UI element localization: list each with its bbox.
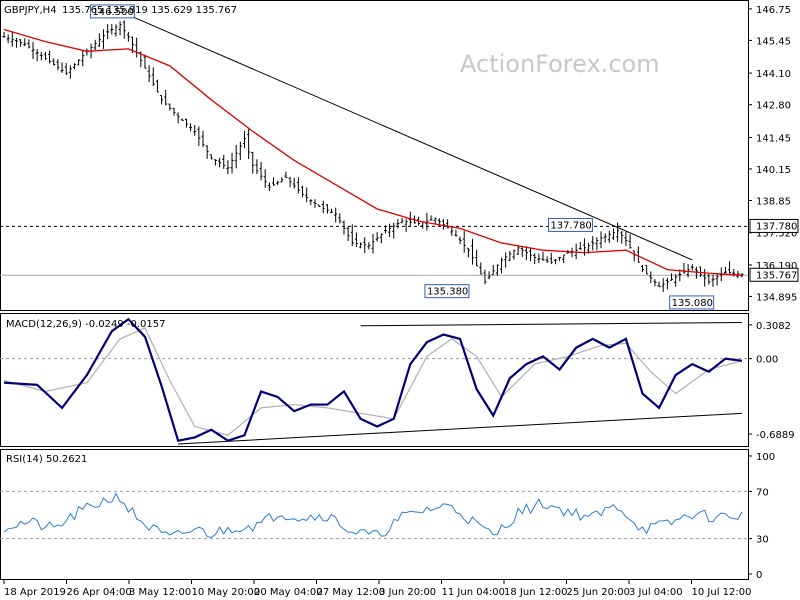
x-tick-label: 10 Jul 12:00 [692, 587, 752, 598]
axis-labels: 146.75 145.45 144.10 142.80 141.45 140.15 138.… [3, 5, 799, 598]
rsi-y-tick-label: 100 [756, 452, 775, 463]
price-series-group: 146.500 137.780 135.380 135.080 [0, 4, 748, 310]
price-annotation-label: 137.780 [550, 220, 591, 231]
x-tick-label: 18 Jun 12:00 [504, 587, 568, 598]
rsi-y-tick-label: 70 [756, 487, 769, 498]
last-price-box [749, 267, 799, 282]
price-ohlc: 135.765 135.819 135.629 135.767 [62, 5, 237, 16]
macd-lower-trendline [178, 412, 743, 445]
price-y-tick-label: 144.10 [756, 69, 791, 80]
level-price-label: 137.780 [756, 221, 797, 232]
moving-average-line [3, 28, 743, 276]
rsi-series-group [0, 490, 748, 540]
price-y-tick-label: 141.45 [756, 133, 791, 144]
x-tick-label: 11 Jun 04:00 [442, 587, 506, 598]
macd-y-tick-label: 0.00 [756, 355, 778, 366]
x-tick-label: 26 Apr 04:00 [67, 587, 132, 598]
macd-y-tick-label: -0.6889 [756, 430, 795, 441]
macd-panel [0, 313, 749, 447]
level-price-box [749, 218, 799, 233]
price-annotation-label: 135.380 [427, 287, 468, 298]
price-panel [0, 0, 749, 311]
x-tick-label: 27 May 12:00 [317, 587, 386, 598]
x-tick-label: 25 Jun 20:00 [567, 587, 631, 598]
x-tick-label: 18 Apr 2019 [4, 587, 66, 598]
price-annotation-box [547, 217, 593, 232]
price-y-tick-label: 134.895 [756, 292, 797, 303]
watermark: ActionForex.com [460, 50, 660, 78]
price-annotation-box [89, 4, 135, 19]
price-y-tick-label: 140.15 [756, 165, 791, 176]
macd-y-tick-label: 0.3082 [756, 321, 791, 332]
price-annotation-label: 146.500 [92, 7, 133, 18]
macd-upper-trendline [360, 321, 743, 327]
macd-line [3, 317, 743, 442]
x-tick-label: 20 May 04:00 [254, 587, 323, 598]
rsi-line [3, 492, 743, 538]
price-y-tick-label: 145.45 [756, 36, 791, 47]
macd-series-group [0, 317, 748, 445]
price-y-tick-label: 136.190 [756, 261, 797, 272]
rsi-title: RSI(14) 50.2621 [6, 454, 87, 465]
price-title: GBPJPY,H4 [4, 5, 57, 16]
x-tick-label: 10 May 20:00 [192, 587, 261, 598]
x-tick-label: 3 Jun 20:00 [379, 587, 436, 598]
trendline [128, 14, 693, 261]
price-y-tick-label: 146.75 [756, 5, 791, 16]
rsi-panel [0, 449, 749, 580]
price-annotation-label: 135.080 [672, 298, 713, 309]
rsi-y-tick-label: 30 [756, 535, 769, 546]
rsi-y-tick-label: 0 [756, 570, 762, 581]
x-tick-label: 3 May 12:00 [129, 587, 191, 598]
x-tick-label: 3 Jul 04:00 [629, 587, 683, 598]
price-y-tick-label: 142.80 [756, 101, 791, 112]
last-price-label: 135.767 [756, 270, 797, 281]
macd-title: MACD(12,26,9) -0.0249 -0.0157 [6, 319, 166, 330]
price-y-tick-label: 137.520 [756, 229, 797, 240]
price-y-tick-label: 138.85 [756, 196, 791, 207]
price-annotation-box [424, 284, 470, 299]
price-annotation-box [669, 295, 715, 310]
